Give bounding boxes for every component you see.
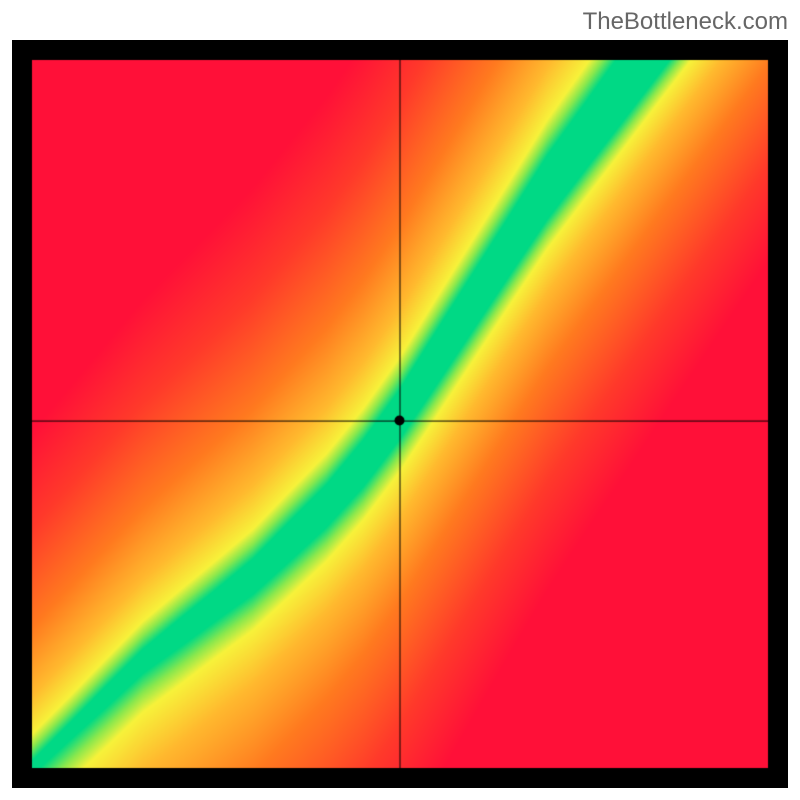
watermark-text: TheBottleneck.com — [583, 8, 788, 36]
chart-container: TheBottleneck.com — [0, 0, 800, 800]
heatmap-canvas — [12, 40, 788, 788]
plot-area — [12, 40, 788, 788]
